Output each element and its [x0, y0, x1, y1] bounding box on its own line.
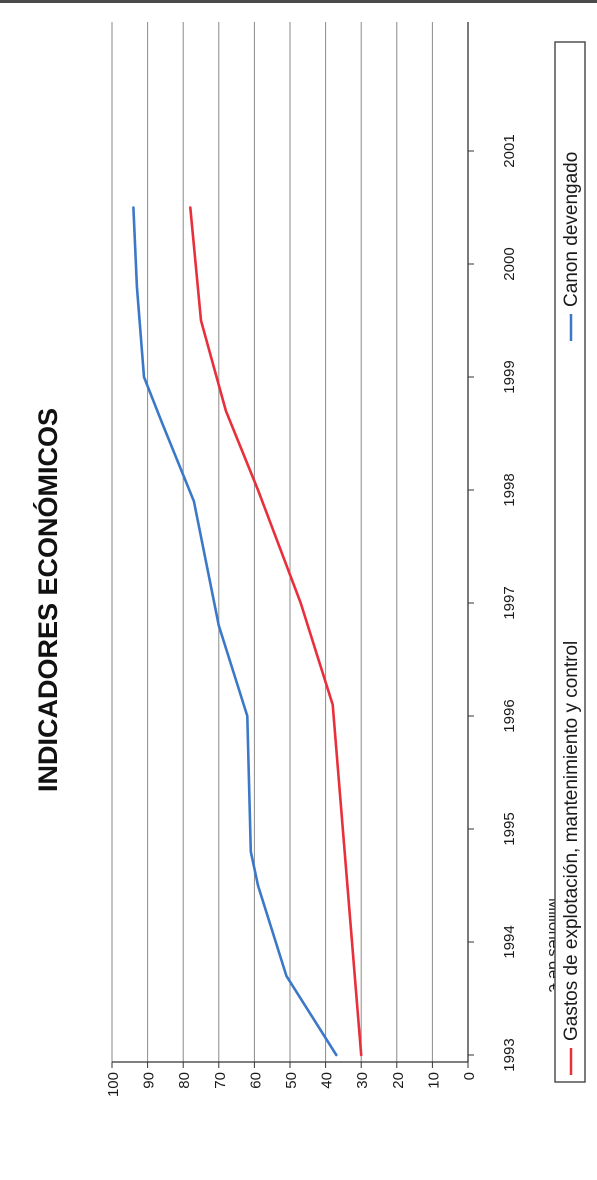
x-tick-label-1998: 1998: [501, 473, 518, 506]
x-tick-label-1997: 1997: [501, 586, 518, 619]
series-line-0: [189, 206, 363, 1057]
y-tick-label-100: 100: [105, 1072, 122, 1097]
x-tick-label-1995: 1995: [501, 812, 518, 845]
legend-label-canon: Canon devengado: [561, 152, 582, 307]
y-tick-label-40: 40: [319, 1072, 336, 1089]
x-tick-label-2000: 2000: [501, 247, 518, 280]
series-line-1: [132, 206, 338, 1057]
grid: [111, 22, 433, 1062]
x-tick-label-1999: 1999: [501, 360, 518, 393]
y-tick-label-10: 10: [425, 1072, 442, 1089]
chart-title: INDICADORES ECONÓMICOS: [32, 408, 63, 792]
x-axis-ticks: 1993 1994 1995 1996 1997 1998 1999 2000 2001: [468, 134, 518, 1072]
y-tick-label-30: 30: [354, 1072, 371, 1089]
y-tick-label-80: 80: [176, 1072, 193, 1089]
y-axis-ticks: 0 10 20 30 40 50 60 70 80 90 100: [105, 1062, 478, 1097]
x-tick-label-1994: 1994: [501, 925, 518, 958]
x-tick-label-1993: 1993: [501, 1038, 518, 1071]
x-tick-label-1996: 1996: [501, 699, 518, 732]
y-tick-label-60: 60: [247, 1072, 264, 1089]
legend-box: [554, 41, 586, 1083]
series-lines: [132, 206, 363, 1057]
x-tick-label-2001: 2001: [501, 134, 518, 167]
y-tick-label-70: 70: [212, 1072, 229, 1089]
legend-label-gastos: Gastos de explotación, mantenimiento y c…: [561, 641, 582, 1041]
y-tick-label-20: 20: [390, 1072, 407, 1089]
legend: Gastos de explotación, mantenimiento y c…: [554, 41, 586, 1083]
y-tick-label-0: 0: [461, 1072, 478, 1080]
y-tick-label-50: 50: [283, 1072, 300, 1089]
y-tick-label-90: 90: [141, 1072, 158, 1089]
